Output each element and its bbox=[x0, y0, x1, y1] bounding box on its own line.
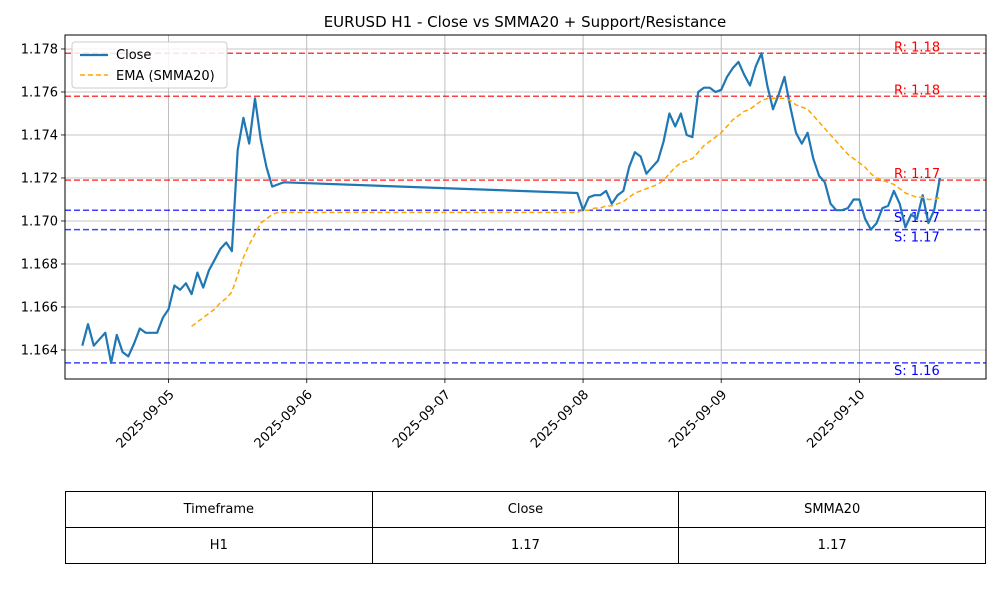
legend-box bbox=[71, 41, 228, 89]
table-header-cell: SMMA20 bbox=[678, 491, 986, 528]
x-tick-label: 2025-09-07 bbox=[390, 387, 454, 451]
y-tick-label: 1.172 bbox=[21, 171, 58, 186]
table-header-cell: Timeframe bbox=[65, 491, 373, 528]
resistance-level-label: R: 1.18 bbox=[894, 83, 940, 98]
chart: R: 1.18R: 1.18R: 1.17S: 1.17S: 1.17S: 1.… bbox=[21, 13, 987, 451]
legend-label-smma: EMA (SMMA20) bbox=[116, 69, 215, 84]
y-tick-label: 1.170 bbox=[21, 214, 58, 229]
chart-title: EURUSD H1 - Close vs SMMA20 + Support/Re… bbox=[324, 13, 727, 31]
x-tick-label: 2025-09-09 bbox=[666, 387, 730, 451]
y-tick-label: 1.178 bbox=[21, 42, 58, 57]
table-cell: H1 bbox=[65, 527, 373, 564]
x-axis: 2025-09-05 2025-09-06 2025-09-07 2025-09-08… bbox=[114, 379, 868, 451]
table-row: H1 1.17 1.17 bbox=[65, 527, 986, 564]
y-tick-label: 1.176 bbox=[21, 85, 58, 100]
y-tick-label: 1.174 bbox=[21, 128, 58, 143]
y-axis: 1.164 1.166 1.168 1.170 1.172 1.174 1.176 1.178 bbox=[21, 42, 65, 358]
x-tick-label: 2025-09-06 bbox=[252, 387, 316, 451]
series-lines bbox=[81, 52, 941, 364]
x-tick-label: 2025-09-08 bbox=[528, 387, 592, 451]
series-line-close bbox=[81, 52, 941, 364]
y-tick-label: 1.166 bbox=[21, 300, 58, 315]
legend-label-close: Close bbox=[116, 48, 151, 63]
resistance-level-label: R: 1.18 bbox=[894, 40, 940, 55]
x-tick-label: 2025-09-10 bbox=[804, 387, 868, 451]
summary-table: Timeframe Close SMMA20 H1 1.17 1.17 bbox=[65, 491, 986, 564]
support-resistance-levels: R: 1.18R: 1.18R: 1.17S: 1.17S: 1.17S: 1.… bbox=[65, 40, 986, 379]
legend: Close EMA (SMMA20) bbox=[71, 41, 228, 89]
table-cell: 1.17 bbox=[678, 527, 986, 564]
table-header-cell: Close bbox=[371, 491, 680, 528]
table-header-row: Timeframe Close SMMA20 bbox=[65, 491, 986, 528]
y-tick-label: 1.164 bbox=[21, 343, 58, 358]
plot-frame bbox=[64, 34, 987, 380]
grid-horizontal bbox=[65, 48, 986, 351]
y-tick-label: 1.168 bbox=[21, 257, 58, 272]
series-line-smma20 bbox=[191, 97, 941, 327]
x-tick-label: 2025-09-05 bbox=[114, 387, 178, 451]
resistance-level-label: R: 1.17 bbox=[894, 167, 940, 182]
support-level-label: S: 1.17 bbox=[894, 231, 940, 246]
table-cell: 1.17 bbox=[371, 527, 680, 564]
support-level-label: S: 1.16 bbox=[894, 364, 940, 379]
